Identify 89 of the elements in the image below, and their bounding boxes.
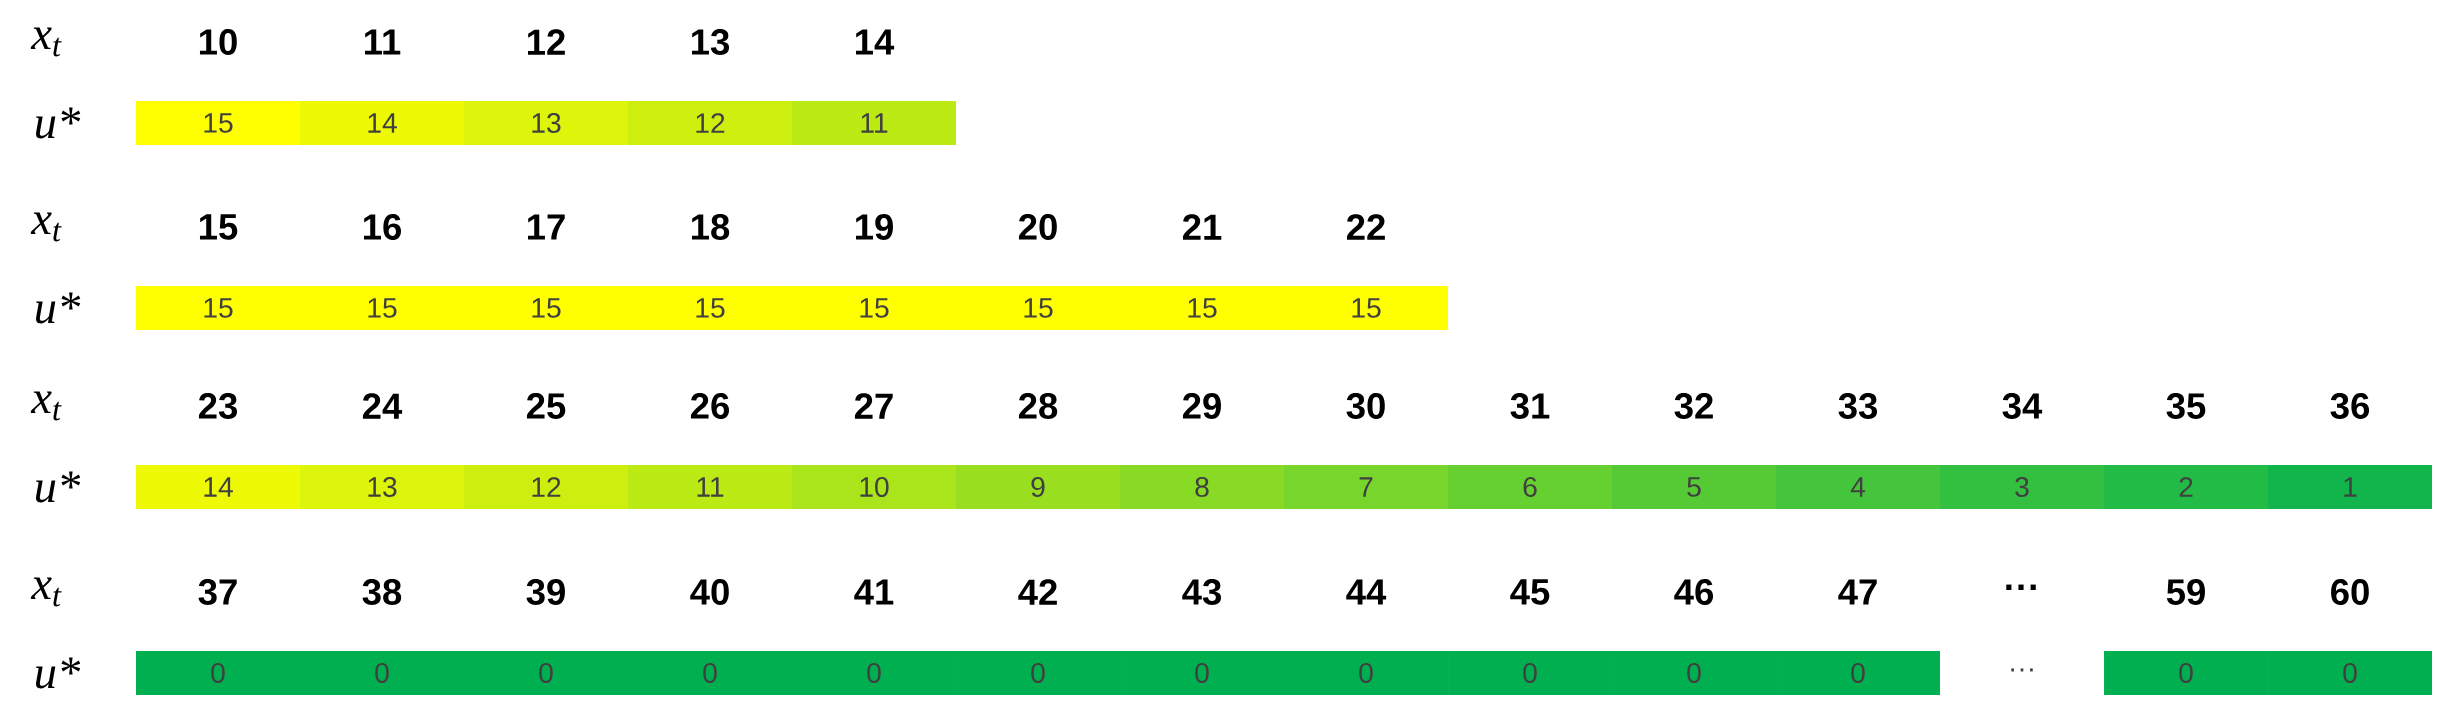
data-label: 0 [539,663,553,683]
data-label: 0 [1523,663,1537,683]
data-label: 9 [1031,477,1045,497]
data-label: 13 [368,477,397,497]
x-tick-label: 17 [527,214,565,240]
x-axis-title: x$_{t}$ [30,27,62,57]
x-tick-label: 10 [199,29,237,55]
data-label: 13 [532,113,561,133]
x-tick-label: 18 [691,214,730,240]
data-label: 15 [532,298,561,318]
data-label: 0 [1687,663,1701,683]
x-tick-label: 25 [526,393,566,419]
text: ··· [2011,668,2033,672]
data-label: 8 [1195,477,1209,497]
x-tick-label: 46 [1674,579,1714,605]
x-tick-label: 26 [690,393,730,419]
x-tick-label: 29 [1182,393,1221,419]
data-label: 11 [861,113,888,133]
x-tick-label: 28 [1018,393,1058,419]
data-label: 15 [860,298,889,318]
x-tick-label: 21 [1182,214,1222,240]
x-tick-label: 15 [199,214,238,240]
data-label: 0 [867,663,881,683]
x-tick-label: 40 [690,579,729,605]
data-label: 0 [2179,663,2193,683]
x-axis-title: x$_{t}$ [30,212,62,242]
x-tick-label: 22 [1346,214,1385,240]
data-label: 0 [375,663,389,683]
data-label: 5 [1687,477,1701,497]
data-label: 0 [1195,663,1209,683]
y-tick-label: u* [36,471,81,503]
data-label: 14 [368,113,397,133]
data-label: 0 [2343,663,2357,683]
data-label: 2 [2179,477,2193,497]
x-tick-label: 24 [362,393,403,419]
x-tick-label: 20 [1018,214,1057,240]
data-label: 0 [703,663,717,683]
data-label: 0 [1031,663,1045,683]
x-tick-label: 37 [198,579,237,605]
data-label: 1 [2344,477,2357,497]
data-label: 10 [860,477,889,497]
x-tick-label: 14 [855,29,895,55]
data-label: 7 [1359,477,1373,497]
data-label: 14 [204,477,233,497]
y-tick-label: u* [36,107,81,139]
x-tick-label: 12 [527,29,565,55]
x-tick-label: 31 [1510,393,1550,419]
x-tick-label: 60 [2331,579,2369,605]
data-label: 4 [1850,477,1866,497]
x-tick-label: 47 [1838,579,1877,605]
x-tick-label: 34 [2002,393,2043,419]
x-tick-label: 30 [1346,393,1385,419]
x-tick-label: 19 [855,214,893,240]
data-label: 0 [1359,663,1373,683]
data-label: 15 [696,298,725,318]
x-tick-label: 13 [691,29,730,55]
x-tick-label: 38 [362,579,402,605]
x-tick-label: 42 [1018,579,1057,605]
x-axis-title: x$_{t}$ [30,577,62,607]
data-label: 0 [1851,663,1865,683]
data-label: 15 [368,298,397,318]
x-tick-label: 41 [854,579,894,605]
x-tick-label: 43 [1182,579,1222,605]
x-tick-label: 39 [526,579,565,605]
data-label: 12 [532,477,561,497]
x-tick-label: 59 [2166,579,2205,605]
data-label: 11 [697,477,724,497]
data-label: 15 [204,298,233,318]
x-tick-label: 32 [1674,393,1713,419]
x-tick-label: 27 [854,393,893,419]
x-tick-label: 11 [364,29,401,55]
data-label: 0 [211,663,225,683]
data-label: 6 [1523,477,1537,497]
x-tick-label: 33 [1838,393,1878,419]
x-tick-label: 45 [1510,579,1550,605]
x-tick-label: 44 [1346,579,1387,605]
data-label: 12 [696,113,725,133]
data-label: 15 [1024,298,1053,318]
data-label: 15 [1188,298,1217,318]
data-label: 15 [1352,298,1381,318]
y-tick-label: u* [36,657,81,689]
data-label: 15 [204,113,233,133]
x-axis-title: x$_{t}$ [30,391,62,421]
y-tick-label: u* [36,292,81,324]
data-label: 3 [2015,477,2029,497]
x-tick-label: 35 [2166,393,2206,419]
x-tick-label: 23 [198,393,237,419]
x-tick-label: 16 [363,214,402,240]
x-tick-label: 36 [2330,393,2370,419]
